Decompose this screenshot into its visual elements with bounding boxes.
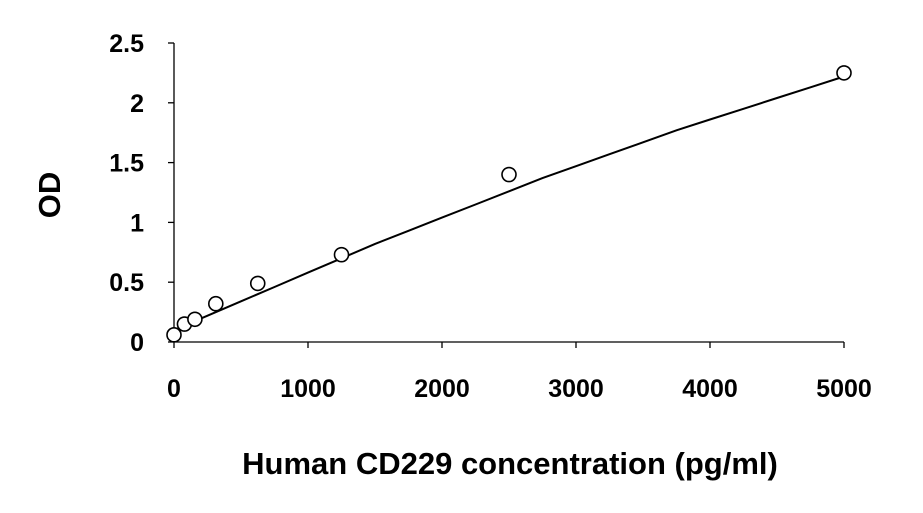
data-points-layer bbox=[166, 65, 852, 343]
y-tick-label: 1.5 bbox=[109, 150, 144, 178]
data-point bbox=[501, 166, 517, 183]
data-point bbox=[208, 295, 224, 312]
data-point bbox=[249, 275, 266, 292]
x-tick-label: 3000 bbox=[548, 375, 604, 403]
y-tick-label: 2.5 bbox=[109, 30, 144, 58]
fit-curve bbox=[173, 75, 845, 331]
x-axis-title: Human CD229 concentration (pg/ml) bbox=[242, 446, 778, 481]
data-point bbox=[187, 311, 203, 328]
y-tick-label: 0.5 bbox=[109, 269, 144, 297]
y-tick-label: 1 bbox=[130, 209, 144, 237]
data-point bbox=[166, 327, 182, 343]
data-point bbox=[333, 246, 350, 263]
x-tick-label: 1000 bbox=[280, 375, 336, 403]
x-tick-label: 0 bbox=[167, 375, 181, 403]
fit-curve-layer bbox=[173, 75, 845, 331]
y-tick-label: 2 bbox=[130, 90, 144, 118]
x-tick-label: 5000 bbox=[816, 375, 872, 403]
y-tick-label: 0 bbox=[130, 329, 144, 357]
axes bbox=[168, 42, 845, 348]
x-tick-label: 4000 bbox=[682, 375, 738, 403]
tick-labels-layer: 0 0.5 1 1.5 2 2.5 0 1000 2000 3000 4000 5000 bbox=[109, 30, 872, 403]
x-tick-label: 2000 bbox=[414, 375, 470, 403]
data-point bbox=[836, 65, 852, 81]
y-axis-title: OD bbox=[32, 172, 67, 219]
